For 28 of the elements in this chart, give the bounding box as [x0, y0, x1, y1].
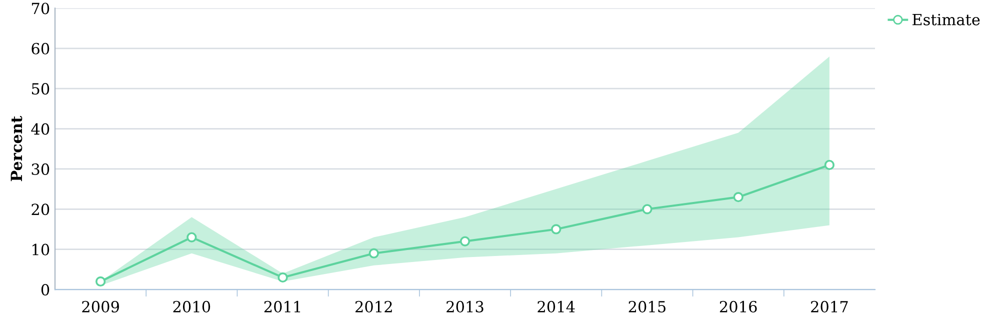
x-tick-label: 2012	[355, 300, 392, 312]
point	[551, 224, 562, 234]
y-tick-label: 20	[32, 204, 50, 216]
point	[824, 160, 835, 170]
x-tick-label: 2015	[628, 300, 666, 312]
point	[186, 232, 197, 242]
y-tick-label: 0	[41, 284, 50, 296]
x-tick-label: 2014	[538, 300, 575, 312]
point	[460, 236, 470, 246]
y-tick-label: 50	[32, 83, 50, 95]
point	[278, 272, 288, 283]
x-tick-label: 2011	[264, 300, 300, 312]
x-tick-label: 2017	[811, 300, 848, 312]
x-tick-label: 2016	[720, 300, 757, 312]
legend-label: Estimate	[912, 14, 980, 26]
y-tick-label: 30	[32, 163, 50, 175]
x-tick-label: 2009	[82, 300, 119, 312]
point	[733, 192, 744, 202]
y-tick-label: 40	[31, 123, 50, 135]
y-tick-label: 70	[32, 2, 50, 14]
x-tick-label: 2010	[173, 300, 210, 312]
y-axis-title: Percent	[10, 116, 22, 182]
x-tick-label: 2013	[446, 300, 484, 312]
point	[368, 248, 379, 258]
y-tick-label: 10	[32, 244, 50, 256]
y-tick-label: 60	[32, 42, 50, 54]
point	[642, 204, 652, 214]
point	[95, 276, 106, 287]
